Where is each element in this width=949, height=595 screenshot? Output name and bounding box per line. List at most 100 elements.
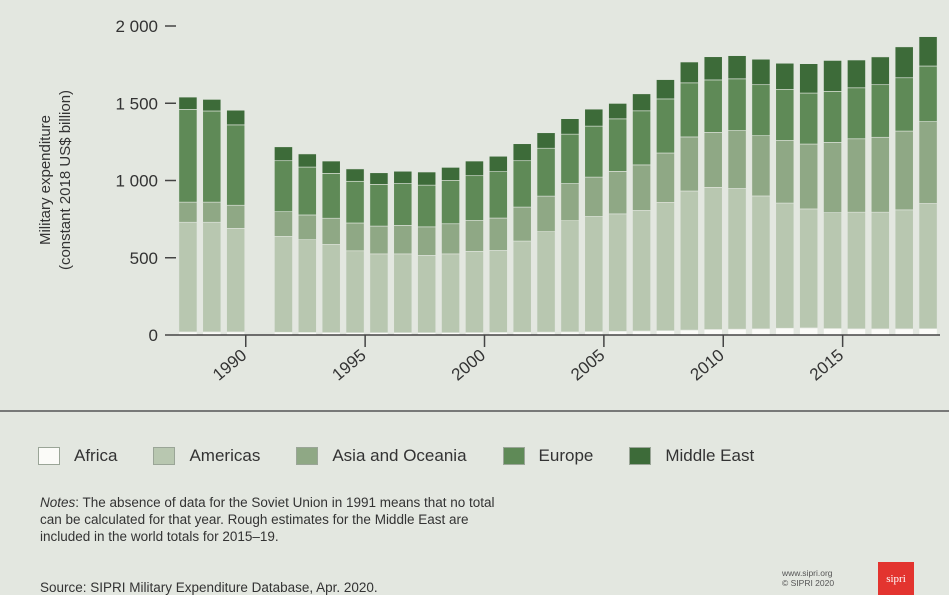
- bar-segment-europe: [441, 180, 460, 225]
- bar-segment-asia-and-oceania: [321, 217, 341, 245]
- bar-segment-europe: [632, 110, 651, 166]
- legend-item-asia-and-oceania: Asia and Oceania: [296, 446, 467, 466]
- bar-segment-europe: [512, 160, 532, 208]
- bar-segment-asia-and-oceania: [799, 143, 819, 210]
- x-tick-label: 1990: [209, 346, 250, 385]
- bar-segment-asia-and-oceania: [465, 220, 484, 252]
- bar-segment-europe: [178, 109, 198, 203]
- bar-segment-asia-and-oceania: [297, 214, 317, 240]
- bar-segment-europe: [823, 91, 842, 143]
- credit-copyright: © SIPRI 2020: [782, 578, 835, 588]
- bar-segment-africa: [823, 328, 842, 336]
- bar-segment-asia-and-oceania: [226, 204, 246, 229]
- bar-segment-middle-east: [441, 167, 460, 181]
- bar-segment-americas: [345, 250, 365, 333]
- bar-segment-americas: [632, 210, 651, 332]
- bar-segment-europe: [393, 183, 413, 226]
- legend-label: Africa: [74, 446, 118, 465]
- bar-segment-europe: [321, 173, 341, 219]
- bar-segment-americas: [608, 213, 628, 332]
- legend-swatch: [629, 447, 652, 465]
- bars: [178, 36, 938, 336]
- x-tick-label: 2015: [806, 346, 847, 385]
- bar-segment-americas: [823, 212, 842, 329]
- bar-segment-asia-and-oceania: [202, 201, 222, 223]
- legend-label: Middle East: [665, 446, 755, 465]
- x-tick-label: 2000: [448, 346, 489, 385]
- bar-segment-africa: [799, 327, 819, 336]
- bar-segment-middle-east: [321, 160, 341, 174]
- bar-segment-americas: [465, 251, 484, 333]
- bar-segment-americas: [703, 186, 723, 330]
- bar-segment-middle-east: [560, 118, 580, 135]
- bar-segment-middle-east: [417, 171, 437, 186]
- bar-segment-middle-east: [632, 93, 651, 112]
- bar-segment-middle-east: [393, 170, 413, 184]
- bar-segment-europe: [417, 184, 437, 228]
- bar-segment-asia-and-oceania: [345, 222, 365, 252]
- bar-segment-middle-east: [512, 143, 532, 162]
- x-tick-label: 1995: [329, 346, 370, 385]
- bar-segment-americas: [297, 239, 317, 333]
- bar-segment-europe: [465, 175, 484, 221]
- bar-segment-middle-east: [894, 46, 914, 79]
- bar-segment-middle-east: [536, 132, 556, 149]
- bar-segment-africa: [775, 327, 795, 336]
- bar-segment-middle-east: [679, 61, 699, 84]
- bar-segment-europe: [369, 184, 389, 227]
- bar-segment-americas: [226, 228, 246, 333]
- bar-segment-asia-and-oceania: [512, 206, 532, 242]
- bar-segment-asia-and-oceania: [894, 130, 914, 211]
- bar-segment-americas: [870, 211, 890, 330]
- bar-segment-asia-and-oceania: [560, 183, 580, 221]
- bar-segment-middle-east: [369, 172, 389, 185]
- bar-segment-americas: [393, 253, 413, 333]
- bar-segment-middle-east: [297, 153, 317, 168]
- bar-segment-middle-east: [870, 56, 890, 86]
- legend-swatch: [38, 447, 60, 465]
- bar-segment-americas: [847, 211, 866, 330]
- bar-segment-americas: [656, 202, 675, 331]
- bar-segment-europe: [584, 125, 604, 178]
- bar-segment-asia-and-oceania: [536, 195, 556, 232]
- y-tick-label: 2 000: [115, 17, 158, 36]
- bar-segment-europe: [345, 180, 365, 224]
- bar-segment-asia-and-oceania: [488, 217, 508, 251]
- bar-segment-asia-and-oceania: [703, 132, 723, 188]
- y-axis-title: Military expenditure: [37, 115, 54, 245]
- bar-segment-americas: [560, 220, 580, 333]
- y-tick-label: 0: [149, 326, 158, 345]
- bar-segment-africa: [894, 328, 914, 336]
- bar-segment-middle-east: [847, 59, 866, 89]
- legend-label: Asia and Oceania: [332, 446, 467, 465]
- y-tick-label: 1 000: [115, 172, 158, 191]
- bar-segment-europe: [703, 79, 723, 133]
- bar-segment-middle-east: [274, 146, 293, 162]
- bar-segment-middle-east: [608, 103, 628, 120]
- bar-segment-middle-east: [823, 60, 842, 92]
- bar-segment-asia-and-oceania: [274, 211, 293, 237]
- bar-segment-asia-and-oceania: [823, 142, 842, 213]
- bar-segment-asia-and-oceania: [727, 130, 747, 189]
- legend-item-americas: Americas: [153, 446, 260, 466]
- bar-segment-americas: [799, 208, 819, 329]
- bar-segment-americas: [178, 221, 198, 333]
- bar-segment-asia-and-oceania: [369, 225, 389, 255]
- legend-item-africa: Africa: [38, 446, 117, 466]
- bar-segment-europe: [751, 84, 771, 136]
- bar-segment-americas: [321, 244, 341, 333]
- military-expenditure-chart: 0 500 1 000 1 500 2 000 1990 1995 2000 2005 2010…: [0, 17, 949, 412]
- bar-segment-europe: [297, 166, 317, 216]
- bar-segment-asia-and-oceania: [847, 138, 866, 213]
- bar-segment-asia-and-oceania: [417, 226, 437, 256]
- bar-segment-middle-east: [656, 79, 675, 100]
- credit: www.sipri.org © SIPRI 2020: [782, 568, 834, 588]
- bar-segment-asia-and-oceania: [608, 171, 628, 215]
- bar-segment-africa: [918, 328, 938, 336]
- bar-segment-asia-and-oceania: [870, 136, 890, 213]
- legend-item-europe: Europe: [502, 446, 593, 466]
- bar-segment-europe: [488, 171, 508, 219]
- bar-segment-europe: [226, 124, 246, 206]
- legend-swatch: [296, 447, 319, 465]
- bar-segment-asia-and-oceania: [751, 135, 771, 197]
